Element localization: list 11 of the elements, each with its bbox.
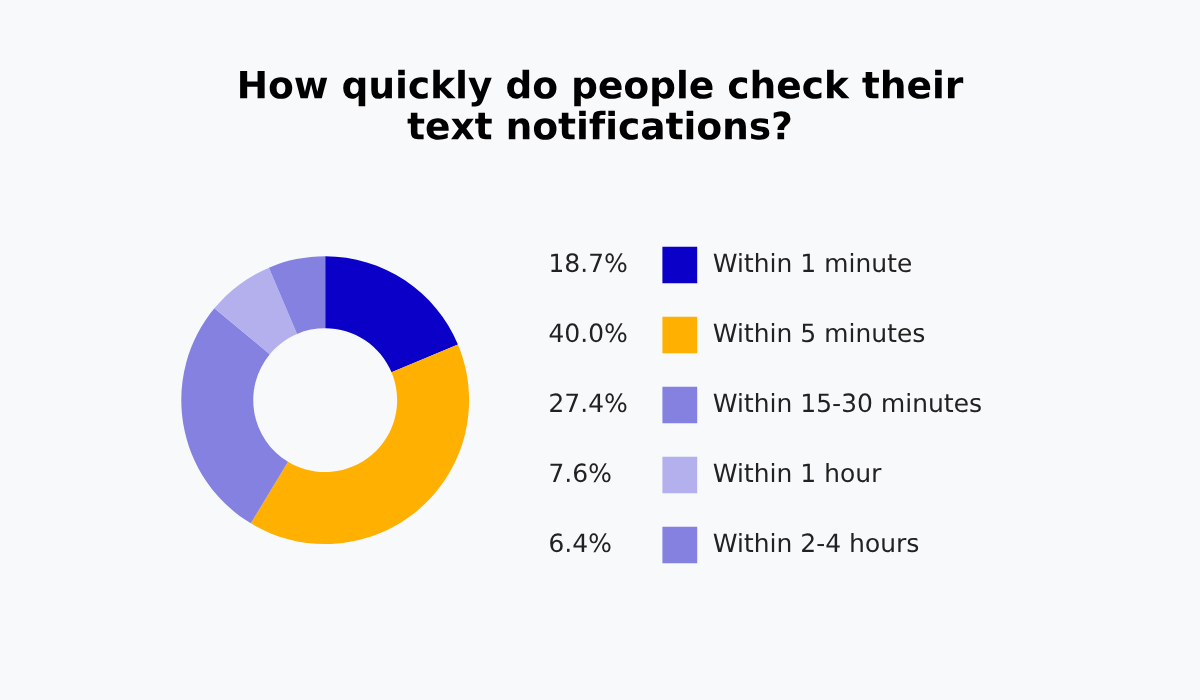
data-label: 18.7% xyxy=(551,253,627,273)
data-label: 6.4% xyxy=(550,533,611,553)
chart-title: How quickly do people check their text notifications? xyxy=(240,69,964,140)
data-label: 40.0% xyxy=(549,323,627,343)
legend-label: Within 1 minute xyxy=(713,252,911,273)
data-label: 27.4% xyxy=(550,393,627,413)
legend-label: Within 2-4 hours xyxy=(713,532,919,553)
legend-label: Within 15-30 minutes xyxy=(713,392,981,413)
data-label: 7.6% xyxy=(550,463,611,483)
legend-label: Within 1 hour xyxy=(713,462,882,483)
legend-label: Within 5 minutes xyxy=(713,322,925,343)
